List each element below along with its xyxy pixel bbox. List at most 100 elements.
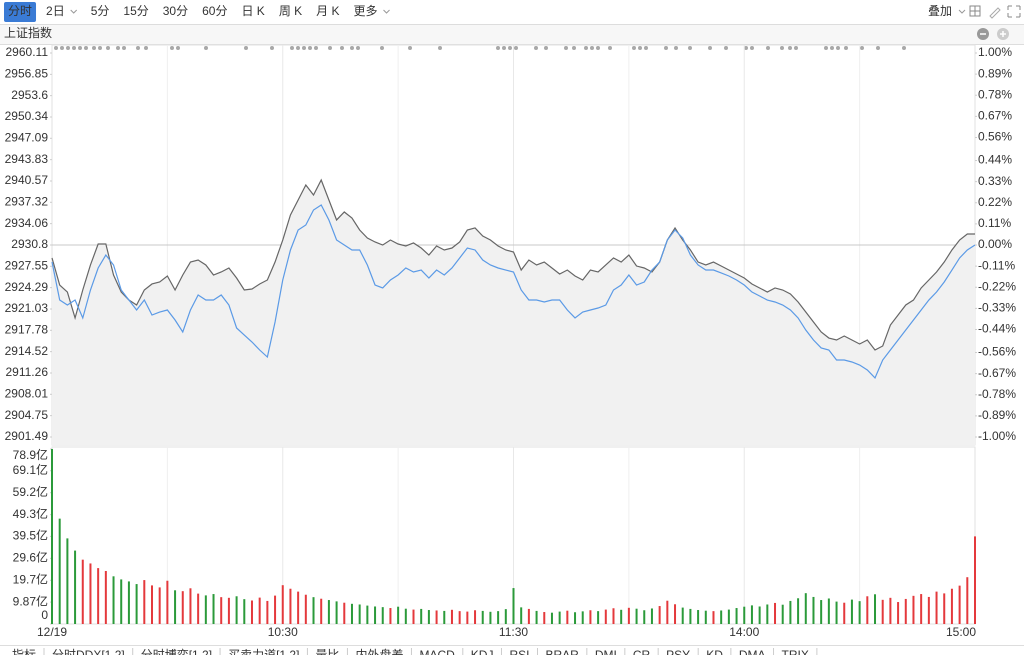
indicator-tab[interactable]: 分时博弈[1,2] [141,647,212,655]
overlay-button[interactable]: 叠加 [928,4,952,18]
volume-tick-label: 0 [41,608,48,622]
overlay-chevron[interactable] [958,9,966,14]
volume-bar [243,599,246,624]
volume-bar [974,536,976,624]
indicator-tab[interactable]: DMA [739,648,766,655]
volume-bar [297,591,300,624]
volume-bar [750,605,753,624]
y2-tick-label: 0.78% [978,87,1012,101]
event-dot [572,46,576,50]
volume-bar [143,580,146,624]
volume-tick-label: 39.5亿 [13,528,48,543]
y2-tick-label: 0.89% [978,66,1012,80]
volume-bar [166,580,169,624]
tab[interactable]: 60分 [202,4,227,18]
tab[interactable]: 2日 [46,4,65,18]
volume-bar [112,576,115,624]
indicator-tab[interactable]: KDJ [471,648,494,655]
volume-bar [181,591,184,624]
volume-bar [635,608,638,624]
y2-tick-label: -0.11% [978,258,1015,272]
volume-bar [620,609,623,624]
volume-tick-label: 9.87亿 [13,593,48,608]
zoom-in[interactable] [997,28,1009,40]
volume-bar [320,598,323,624]
draw-icon[interactable] [989,7,1001,19]
event-dot [744,46,748,50]
y-tick-label: 2911.26 [6,365,49,379]
volume-bar [304,594,307,624]
volume-bar [397,606,400,624]
tab[interactable]: 5分 [91,4,110,18]
y2-tick-label: 0.00% [978,237,1012,251]
indicator-tab[interactable]: 量比 [315,648,339,655]
volume-bar [481,610,484,624]
volume-bar [427,610,430,624]
event-dot [664,46,668,50]
zoom-out[interactable] [977,28,989,40]
volume-bar [627,607,630,624]
tab[interactable]: 周 K [279,4,302,18]
event-dot [724,46,728,50]
volume-bar [474,610,477,624]
indicator-tab[interactable]: TRIX [782,648,809,655]
indicator-tab[interactable]: 买卖力道[1,2] [228,648,299,655]
volume-bar [97,568,100,624]
event-dot [302,46,306,50]
indicator-tab[interactable]: KD [706,648,723,655]
event-dot [122,46,126,50]
volume-bar [658,606,661,624]
indicator-tab[interactable]: MACD [419,648,455,655]
volume-bar [735,608,738,624]
tab[interactable]: 更多 [354,4,378,18]
volume-bar [66,538,69,624]
event-dot [84,46,88,50]
y-tick-label: 2950.34 [5,109,49,123]
y-tick-label: 2930.8 [11,237,48,251]
volume-bar [689,608,692,624]
fullscreen-icon[interactable] [1007,5,1021,18]
tab-chevron [383,9,390,14]
volume-bar [574,612,577,624]
tab[interactable]: 15分 [123,4,148,18]
indicator-tab[interactable]: PSY [666,648,690,655]
volume-bar [550,612,553,624]
volume-bar [266,600,269,624]
indicator-tab[interactable]: 分时DDX[1,2] [52,648,125,655]
event-dot [544,46,548,50]
volume-bar [489,611,492,624]
volume-bar [197,593,200,624]
volume-bar [381,607,384,624]
volume-bar [335,601,338,624]
volume-bar [250,600,253,624]
price-area [52,180,975,445]
indicator-tab[interactable]: CR [633,648,651,655]
volume-bar [358,604,361,624]
volume-bar [904,598,907,624]
indicator-tab[interactable]: BRAR [545,648,579,655]
tab[interactable]: 分时 [8,4,32,18]
volume-bar [966,577,969,624]
volume-bar [558,611,561,624]
volume-bar [743,606,746,624]
volume-bar [835,601,838,624]
tab[interactable]: 日 K [241,4,264,18]
tab[interactable]: 30分 [163,4,188,18]
indicator-tab[interactable]: RSI [509,648,529,655]
volume-tick-label: 19.7亿 [13,571,48,586]
tab[interactable]: 月 K [316,4,339,18]
y-tick-label: 2937.32 [5,194,49,208]
indicator-tab[interactable]: 内外盘差 [355,647,403,655]
volume-bar [581,611,584,624]
event-dot [72,46,76,50]
volume-bar [51,449,53,624]
event-dot [60,46,64,50]
volume-tick-label: 59.2亿 [13,484,48,499]
tab-background[interactable] [4,2,37,22]
y-tick-label: 2908.01 [5,386,49,400]
toolbar [0,0,1024,24]
event-dot [584,46,588,50]
indicator-tab[interactable]: DMI [595,648,617,655]
indicator-tab[interactable]: 指标 [12,647,36,655]
